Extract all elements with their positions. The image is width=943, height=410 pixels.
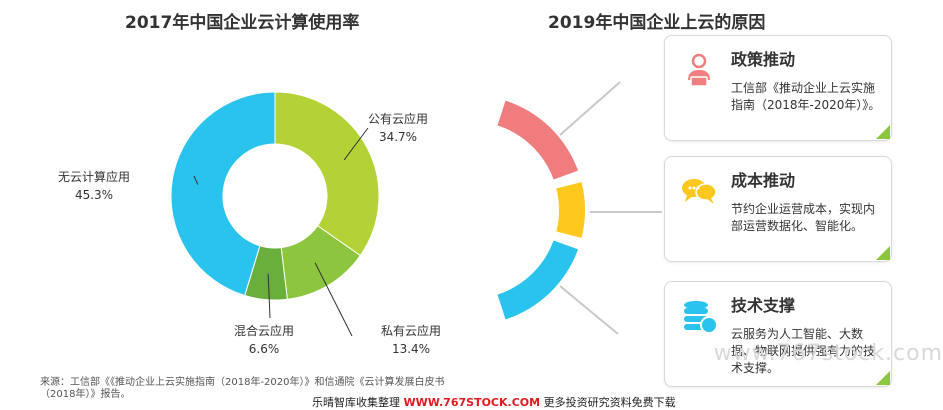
slice-value: 6.6%	[248, 342, 280, 356]
footer-suffix: 更多投资研究资料免费下载	[543, 396, 676, 409]
slice-label-private-cloud: 私有云应用 13.4%	[381, 322, 441, 358]
left-chart-title: 2017年中国企业云计算使用率	[125, 13, 360, 33]
reason-card-tech: 技术支撑 云服务为人工智能、大数据、物联网提供强有力的技术支撑。	[664, 281, 892, 387]
reason-title: 成本推动	[731, 171, 796, 190]
reason-title: 技术支撑	[731, 296, 796, 315]
leader-line-0	[343, 127, 369, 161]
reason-card-policy: 政策推动 工信部《推动企业上云实施指南（2018年-2020年）》。	[664, 35, 892, 141]
footer-prefix: 乐晴智库收集整理	[312, 396, 400, 409]
slice-value: 45.3%	[74, 188, 114, 202]
connector-line-0	[559, 81, 621, 136]
reason-card-cost: 成本推动 节约企业运营成本，实现内部运营数据化、智能化。	[664, 156, 892, 262]
reason-desc: 节约企业运营成本，实现内部运营数据化、智能化。	[731, 202, 876, 233]
donut-slice-0	[274, 91, 380, 257]
chat-bubbles-icon	[682, 179, 717, 204]
footer-banner: 乐晴智库收集整理 WWW.767STOCK.COM 更多投资研究资料免费下载	[312, 394, 676, 410]
connector-lines	[559, 81, 662, 335]
card-corner-accent	[876, 371, 890, 385]
reason-desc: 工信部《推动企业上云实施指南（2018年-2020年）》。	[731, 81, 881, 112]
right-section-title: 2019年中国企业上云的原因	[548, 13, 766, 33]
source-note: 来源：工信部《《推动企业上云实施指南（2018年-2020年）》和信通院《云计算…	[40, 377, 445, 400]
slice-category: 混合云应用	[234, 324, 295, 338]
card-corner-accent	[876, 246, 890, 260]
donut-slice-3	[170, 91, 276, 297]
slice-value: 34.7%	[378, 130, 418, 144]
watermark: www.767stock.com	[713, 341, 943, 366]
slice-label-public-cloud: 公有云应用 34.7%	[368, 110, 428, 146]
leader-line-3	[193, 175, 199, 185]
reason-desc: 云服务为人工智能、大数据、物联网提供强有力的技术支撑。	[731, 327, 876, 375]
slice-category: 公有云应用	[368, 112, 429, 126]
reason-arc-0	[497, 100, 579, 180]
donut-chart	[170, 91, 380, 301]
reason-arc-1	[556, 182, 586, 238]
leader-lines	[193, 127, 369, 337]
reason-arc-2	[497, 240, 579, 320]
slice-category: 私有云应用	[381, 324, 442, 338]
leader-line-2	[267, 273, 271, 319]
connector-line-2	[559, 285, 619, 335]
database-icon	[684, 301, 718, 334]
slice-label-no-cloud: 无云计算应用 45.3%	[58, 168, 130, 204]
person-reading-icon	[688, 53, 710, 87]
slice-category: 无云计算应用	[58, 170, 131, 184]
card-corner-accent	[876, 125, 890, 139]
footer-link[interactable]: WWW.767STOCK.COM	[403, 396, 541, 409]
slice-label-hybrid-cloud: 混合云应用 6.6%	[234, 322, 294, 358]
reason-arcs	[497, 100, 586, 320]
reason-title: 政策推动	[731, 50, 796, 69]
leader-line-1	[314, 262, 353, 337]
slice-value: 13.4%	[391, 342, 431, 356]
